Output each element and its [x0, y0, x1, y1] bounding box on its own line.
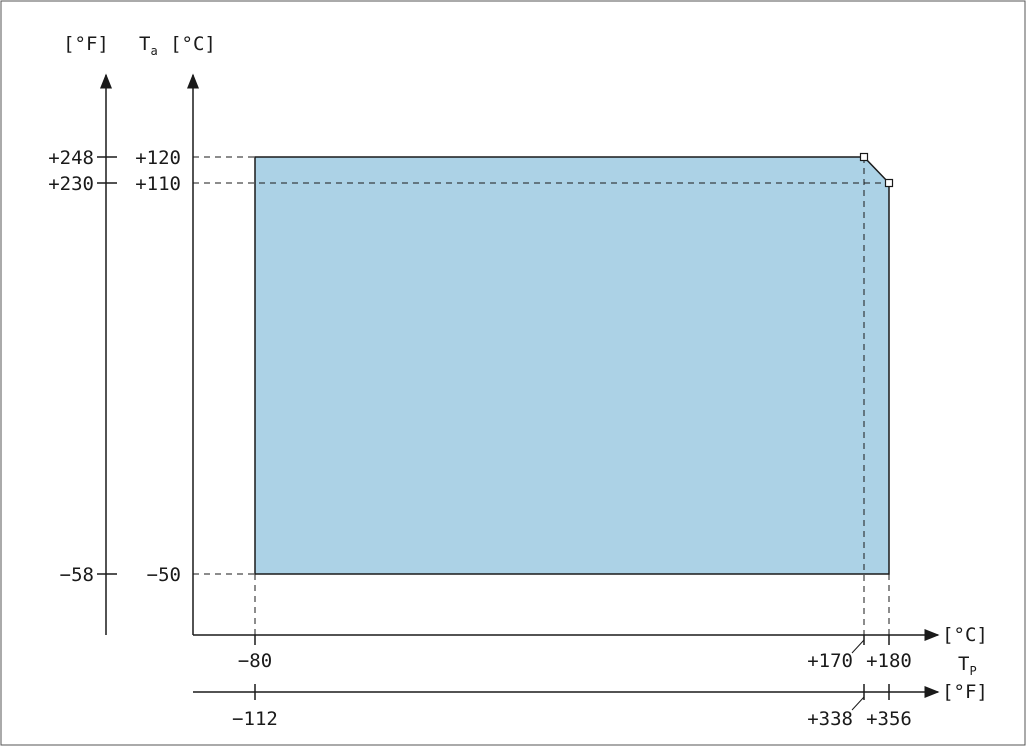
corner-marker-180-110 — [884, 178, 894, 188]
guide-lines — [193, 156, 890, 635]
leader-338 — [851, 696, 865, 711]
ta-label: Ta — [139, 33, 158, 58]
ta-main: T — [139, 33, 150, 55]
ytick-label-c-minus50: −50 — [147, 564, 181, 586]
xtick-label-c-180: +180 — [866, 650, 912, 672]
xtick-label-c-minus80: −80 — [238, 650, 272, 672]
tp-main: T — [958, 653, 969, 675]
xtick-label-f-356: +356 — [866, 708, 912, 730]
xtick-label-f-minus112: −112 — [232, 708, 278, 730]
tp-label: TP — [958, 653, 977, 678]
y-tick-marks — [97, 156, 117, 575]
xtick-label-c-170: +170 — [807, 650, 853, 672]
leader-lines — [851, 639, 865, 711]
ytick-label-c-110: +110 — [135, 173, 181, 195]
ytick-label-c-120: +120 — [135, 147, 181, 169]
x-tick-marks — [254, 635, 890, 700]
tp-subscript: P — [969, 664, 976, 678]
unit-celsius-left: [°C] — [170, 33, 216, 55]
ytick-label-f-230: +230 — [48, 173, 94, 195]
ta-subscript: a — [150, 44, 157, 58]
corner-marker-170-120 — [859, 152, 869, 162]
xtick-label-f-338: +338 — [807, 708, 853, 730]
unit-fahrenheit-left: [°F] — [63, 33, 109, 55]
unit-celsius-right: [°C] — [942, 624, 988, 646]
leader-170 — [851, 639, 865, 654]
unit-fahrenheit-right: [°F] — [942, 681, 988, 703]
ytick-label-f-248: +248 — [48, 147, 94, 169]
operating-region — [254, 156, 890, 575]
ytick-label-f-minus58: −58 — [60, 564, 94, 586]
